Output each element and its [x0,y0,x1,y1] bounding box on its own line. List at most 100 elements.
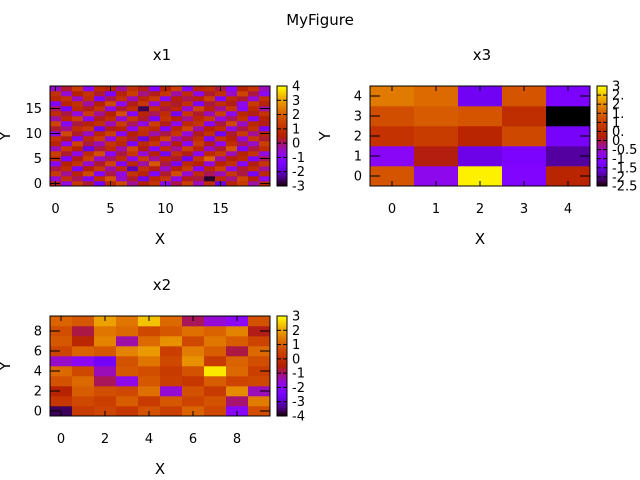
heatmap-cell [116,96,128,102]
heatmap-cell [149,126,161,132]
colorbar-swatch [277,166,287,169]
heatmap-cell [182,356,205,367]
colorbar-tick-label: -3 [292,180,305,195]
y-tick-label: 1 [354,150,362,165]
colorbar-swatch [277,386,287,389]
colorbar-swatch [597,92,607,95]
colorbar-swatch [597,182,607,185]
heatmap-cell [116,376,139,387]
heatmap-cell [127,141,139,147]
heatmap-cell [149,96,161,102]
heatmap-cell [182,171,194,177]
heatmap-cell [226,156,238,162]
heatmap-cell [116,171,128,177]
heatmap-cell [182,376,205,387]
colorbar-swatch [277,402,287,405]
heatmap-cell [138,111,150,117]
colorbar-tick-label: 1. [612,107,624,122]
heatmap-cell [193,111,205,117]
colorbar-swatch [277,147,287,150]
heatmap-cell [94,111,106,117]
heatmap-cell [149,106,161,112]
x-tick-label: 0 [57,432,65,447]
y-tick-label: 0 [34,405,42,420]
colorbar-swatch [277,414,287,417]
heatmap-cell [116,156,128,162]
heatmap-cell [546,86,591,107]
heatmap-cell [116,131,128,137]
colorbar-swatch [277,141,287,144]
heatmap-cell [138,171,150,177]
heatmap-cell [72,356,95,367]
heatmap-cell [127,181,139,187]
heatmap-cell [83,156,95,162]
heatmap-cell [105,131,117,137]
colorbar-swatch [277,106,287,109]
colorbar-swatch [597,111,607,114]
x-tick-label: 2 [476,202,484,217]
heatmap-cell [458,106,503,127]
heatmap-cell [138,86,150,92]
heatmap-cell [204,106,216,112]
heatmap-cell [127,131,139,137]
heatmap-cell [94,86,106,92]
heatmap-cell [458,86,503,107]
colorbar-swatch [277,407,287,410]
heatmap-cell [226,356,249,367]
heatmap-cell [50,376,73,387]
heatmap-cell [193,161,205,167]
heatmap-cell [248,101,260,107]
heatmap-cell [94,126,106,132]
heatmap-cell [215,171,227,177]
colorbar-swatch [597,184,607,187]
heatmap-cell [61,181,73,187]
heatmap-cell [72,181,84,187]
colorbar-swatch [597,109,607,112]
heatmap-cell [226,146,238,152]
y-tick-label: 10 [25,127,42,142]
heatmap-cell [182,316,205,327]
heatmap-cell [149,156,161,162]
heatmap-cell [94,336,117,347]
colorbar-swatch [597,127,607,130]
heatmap-cell [226,111,238,117]
heatmap-cell [94,96,106,102]
colorbar-swatch [277,401,287,404]
colorbar-tick-label: -2.5 [612,180,637,195]
colorbar-swatch [597,167,607,170]
heatmap-cell [61,176,73,182]
heatmap-cell [83,136,95,142]
heatmap-cell [414,146,459,167]
heatmap-cell [215,91,227,97]
colorbar-tick-label: 3 [292,310,300,325]
heatmap-cell [50,121,62,127]
colorbar-tick-label: 0 [292,137,300,152]
heatmap-cell [94,356,117,367]
colorbar-swatch [277,347,287,350]
x-tick-label: 4 [145,432,153,447]
heatmap-cell [127,171,139,177]
heatmap-cell [83,116,95,122]
heatmap-cell [116,176,128,182]
heatmap-cell [94,91,106,97]
colorbar-swatch [277,127,287,130]
heatmap-cell [72,346,95,357]
plot-frame [49,315,271,417]
heatmap-cell [204,111,216,117]
heatmap-cell [160,141,172,147]
heatmap-cell [72,91,84,97]
colorbar-swatch [597,169,607,172]
colorbar-tick-label: 2. [612,89,624,104]
colorbar-swatch [597,179,607,182]
heatmap-cell [149,86,161,92]
heatmap-cell [160,336,183,347]
colorbar-swatch [597,146,607,149]
heatmap-cell [259,111,271,117]
heatmap-cell [116,141,128,147]
heatmap-cell [138,366,161,377]
heatmap-cell [182,126,194,132]
heatmap-cell [193,146,205,152]
heatmap-cell [149,91,161,97]
colorbar-swatch [277,149,287,152]
y-tick-label: 4 [34,365,42,380]
